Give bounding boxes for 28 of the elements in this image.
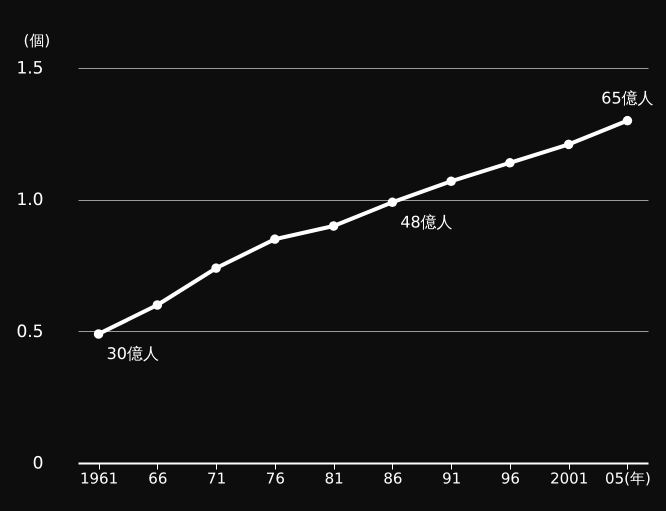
y-tick-label: 0.5 <box>16 322 44 342</box>
point <box>564 140 574 150</box>
x-tick-label: 1961 <box>80 470 118 488</box>
x-tick-label: 2001 <box>550 470 588 488</box>
point <box>270 234 280 244</box>
x-tick-label: 81 <box>324 470 344 488</box>
x-tick-label: 96 <box>500 470 520 488</box>
point <box>328 221 338 231</box>
point <box>505 158 515 168</box>
x-tick-label: 91 <box>442 470 462 488</box>
annotation: 30億人 <box>106 344 159 363</box>
y-tick-label: 1.0 <box>16 190 44 210</box>
point <box>388 198 398 208</box>
point <box>446 176 456 186</box>
point <box>622 116 632 126</box>
y-tick-label: 1.5 <box>16 58 44 78</box>
x-tick-label: 86 <box>383 470 402 488</box>
x-tick-label: 71 <box>207 470 226 488</box>
point <box>211 263 221 273</box>
x-tick-label: 05(年) <box>605 470 651 488</box>
point <box>94 329 104 339</box>
annotation: 65億人 <box>601 88 654 108</box>
x-tick-label: 76 <box>266 470 285 488</box>
y-axis-title: (個) <box>24 32 50 50</box>
point <box>152 300 162 310</box>
y-tick-label: 0 <box>32 454 44 474</box>
x-tick-label: 66 <box>148 470 168 488</box>
annotation: 48億人 <box>400 212 453 232</box>
